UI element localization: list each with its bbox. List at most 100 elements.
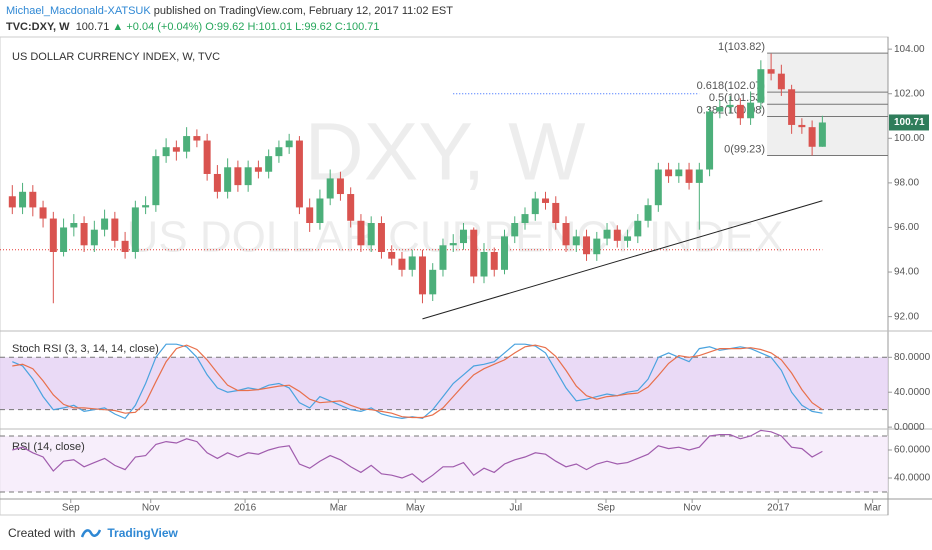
- fib-label: 0.5(101.53): [709, 92, 765, 104]
- candle-body: [8, 196, 16, 208]
- candle-body: [511, 223, 519, 237]
- candle-body: [326, 178, 334, 199]
- candle-body: [644, 205, 652, 221]
- candle-body: [490, 251, 498, 270]
- candle-body: [706, 111, 714, 170]
- candle-body: [367, 223, 375, 246]
- x-tick-label: Sep: [62, 503, 80, 514]
- candle-body: [162, 147, 170, 157]
- band: [0, 357, 888, 410]
- candle-body: [49, 218, 57, 252]
- symbol: TVC:DXY, W: [6, 21, 70, 33]
- candle-body: [213, 173, 221, 192]
- candle-body: [111, 218, 119, 241]
- candle-body: [19, 191, 27, 208]
- logo: [81, 529, 102, 538]
- candle-body: [295, 140, 303, 208]
- candle-body: [377, 223, 385, 252]
- candle-body: [542, 198, 550, 203]
- fib-label: 1(103.82): [718, 41, 765, 53]
- pane-title: Stoch RSI (3, 3, 14, 14, close): [12, 343, 159, 355]
- y-tick-label: 60.0000: [894, 445, 931, 456]
- chart: Sep Nov 2016 Mar May Jul Sep Nov 2017 Mar DXY, W US…: [0, 36, 932, 516]
- candle-body: [747, 102, 755, 119]
- candle-body: [603, 229, 611, 239]
- candle-body: [388, 251, 396, 259]
- candle-body: [583, 236, 591, 255]
- candle-body: [695, 169, 703, 183]
- candle-body: [29, 191, 37, 208]
- candle-body: [634, 220, 642, 237]
- candle-body: [808, 127, 816, 147]
- x-tick-label: Mar: [864, 503, 882, 514]
- candle-body: [767, 69, 775, 74]
- y-tick-label: 102.00: [894, 88, 925, 99]
- candle-body: [60, 227, 68, 252]
- y-tick-label: 96.00: [894, 222, 919, 233]
- band: [0, 436, 888, 492]
- candle-body: [613, 229, 621, 241]
- series-line: [12, 344, 823, 419]
- candle-body: [552, 202, 560, 224]
- candle-body: [234, 167, 242, 186]
- footer: Created with TradingView: [8, 526, 178, 540]
- candle-body: [336, 178, 344, 195]
- y-tick-label: 104.00: [894, 44, 925, 55]
- candle-body: [285, 140, 293, 148]
- candle-body: [818, 122, 826, 147]
- last-price-label: 100.71: [894, 117, 925, 128]
- fib-label: 0(99.23): [724, 143, 765, 155]
- candle-body: [131, 207, 139, 252]
- y-tick-label: 40.0000: [894, 387, 931, 398]
- brand[interactable]: TradingView: [107, 526, 178, 540]
- y-tick-label: 98.00: [894, 178, 919, 189]
- candle-body: [665, 169, 673, 177]
- pane-title: RSI (14, close): [12, 441, 85, 453]
- candle-body: [798, 124, 806, 128]
- candle-body: [685, 169, 693, 183]
- candle-body: [244, 167, 252, 186]
- candle-body: [439, 245, 447, 270]
- author-link[interactable]: Michael_Macdonald-XATSUK: [6, 5, 151, 17]
- candle-body: [203, 140, 211, 174]
- candle-body: [777, 73, 785, 90]
- candle-body: [757, 69, 765, 103]
- candle-body: [316, 198, 324, 224]
- candle-body: [275, 147, 283, 157]
- candle-body: [562, 223, 570, 246]
- candle-body: [572, 236, 580, 246]
- x-tick-label: Sep: [597, 503, 615, 514]
- x-tick-label: 2016: [234, 503, 257, 514]
- candle-body: [480, 251, 488, 277]
- published: published on TradingView.com, February 1…: [153, 5, 453, 17]
- candle-body: [101, 218, 109, 230]
- candle-body: [736, 104, 744, 119]
- candle-body: [593, 238, 601, 255]
- candle-body: [408, 256, 416, 270]
- candle-body: [500, 236, 508, 270]
- y-tick-label: 100.00: [894, 133, 925, 144]
- header-line: Michael_Macdonald-XATSUK published on Tr…: [6, 3, 453, 19]
- y-tick-label: 80.0000: [894, 352, 931, 363]
- candle-body: [624, 236, 632, 241]
- watermark: DXY, W: [305, 107, 587, 198]
- candle-body: [470, 229, 478, 277]
- candle-body: [449, 243, 457, 246]
- candle-body: [726, 104, 734, 108]
- candle-body: [90, 229, 98, 246]
- trendline: [422, 200, 823, 320]
- candle-body: [172, 147, 180, 152]
- candle-body: [675, 169, 683, 177]
- candle-body: [788, 89, 796, 125]
- candle-body: [183, 136, 191, 152]
- ohlc: O:99.62 H:101.01 L:99.62 C:100.71: [205, 21, 380, 33]
- series-line: [12, 429, 823, 483]
- x-tick-label: Jul: [509, 503, 522, 514]
- candle-body: [39, 207, 47, 219]
- last-price-tag: [889, 114, 929, 131]
- x-tick-label: May: [406, 503, 425, 514]
- candle-body: [654, 169, 662, 206]
- candle-body: [357, 220, 365, 246]
- candle-body: [429, 269, 437, 295]
